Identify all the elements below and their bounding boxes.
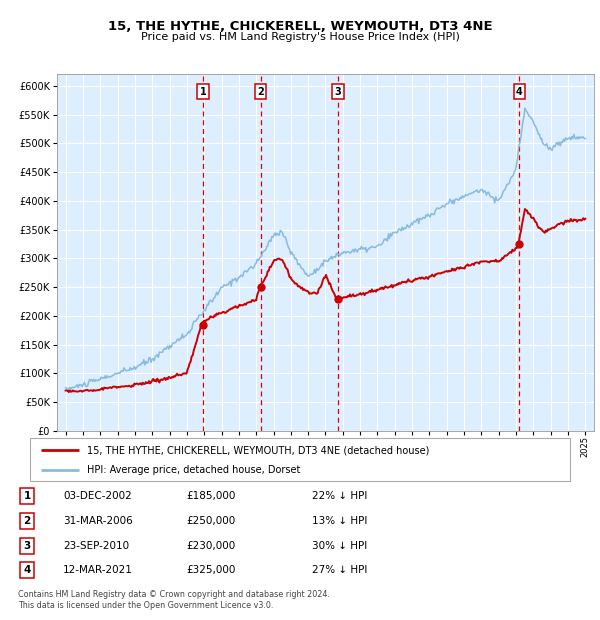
Text: £250,000: £250,000 (186, 516, 235, 526)
Text: £230,000: £230,000 (186, 541, 235, 551)
Text: 2: 2 (23, 516, 31, 526)
Text: 3: 3 (23, 541, 31, 551)
Text: Contains HM Land Registry data © Crown copyright and database right 2024.
This d: Contains HM Land Registry data © Crown c… (18, 590, 330, 609)
Text: 1: 1 (23, 491, 31, 501)
Text: 30% ↓ HPI: 30% ↓ HPI (312, 541, 367, 551)
Text: 4: 4 (516, 87, 523, 97)
Text: £325,000: £325,000 (186, 565, 235, 575)
Text: HPI: Average price, detached house, Dorset: HPI: Average price, detached house, Dors… (86, 465, 300, 475)
Text: 23-SEP-2010: 23-SEP-2010 (63, 541, 129, 551)
Text: Price paid vs. HM Land Registry's House Price Index (HPI): Price paid vs. HM Land Registry's House … (140, 32, 460, 42)
Text: 2: 2 (257, 87, 264, 97)
Text: 15, THE HYTHE, CHICKERELL, WEYMOUTH, DT3 4NE (detached house): 15, THE HYTHE, CHICKERELL, WEYMOUTH, DT3… (86, 445, 429, 455)
Text: 4: 4 (23, 565, 31, 575)
Text: 12-MAR-2021: 12-MAR-2021 (63, 565, 133, 575)
Text: 1: 1 (199, 87, 206, 97)
Text: 3: 3 (335, 87, 341, 97)
Text: 27% ↓ HPI: 27% ↓ HPI (312, 565, 367, 575)
Text: 31-MAR-2006: 31-MAR-2006 (63, 516, 133, 526)
Text: 15, THE HYTHE, CHICKERELL, WEYMOUTH, DT3 4NE: 15, THE HYTHE, CHICKERELL, WEYMOUTH, DT3… (107, 20, 493, 33)
FancyBboxPatch shape (30, 438, 570, 480)
Text: 03-DEC-2002: 03-DEC-2002 (63, 491, 132, 501)
Text: 22% ↓ HPI: 22% ↓ HPI (312, 491, 367, 501)
Text: 13% ↓ HPI: 13% ↓ HPI (312, 516, 367, 526)
Text: £185,000: £185,000 (186, 491, 235, 501)
